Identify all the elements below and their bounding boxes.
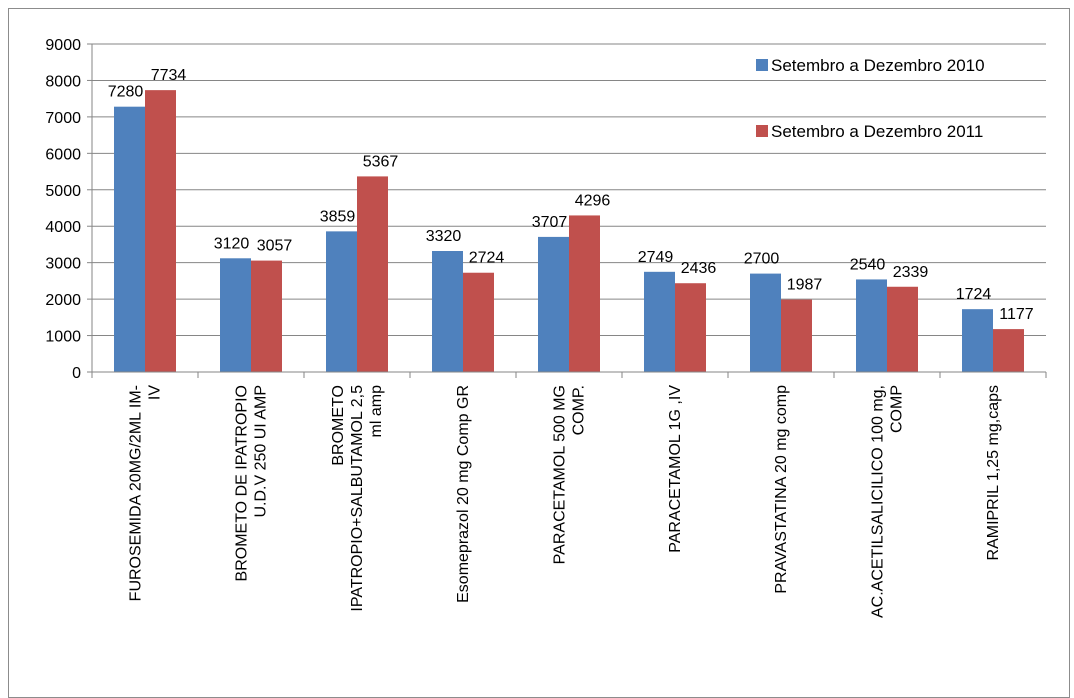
x-category-label: RAMIPRIL 1,25 mg,caps — [985, 385, 1002, 560]
data-label: 1987 — [787, 277, 823, 294]
bar-2011 — [781, 299, 812, 372]
y-tick-label: 1000 — [45, 329, 81, 346]
bar-2011 — [569, 215, 600, 372]
y-tick-label: 9000 — [45, 37, 81, 54]
x-category-label: PARACETAMOL 500 MG COMP. — [552, 385, 588, 564]
bar-2011 — [145, 90, 176, 372]
data-label: 3057 — [257, 238, 293, 255]
y-tick-label: 3000 — [45, 256, 81, 273]
y-axis: 0 1000 2000 3000 4000 5000 6000 7000 8000 9000 — [45, 37, 93, 382]
x-category-label: AC.ACETILSALICILICO 100 mg, COMP — [870, 385, 906, 618]
x-category-label-line: BROMETO DE IPATROPIO — [234, 385, 251, 581]
x-category-label-line: RAMIPRIL 1,25 mg,caps — [985, 385, 1002, 560]
data-label: 2540 — [850, 256, 886, 273]
x-category-label-line: BROMETO — [330, 385, 347, 466]
bar-2010 — [856, 279, 887, 372]
bar-2011 — [993, 329, 1024, 372]
legend-label: Setembro a Dezembro 2010 — [771, 56, 985, 75]
bar-2010 — [220, 258, 251, 372]
data-label: 2700 — [744, 251, 780, 268]
data-label: 3707 — [532, 214, 568, 231]
bar-2011 — [675, 283, 706, 372]
x-category-label: BROMETO IPATROPIO+SALBUTAMOL 2,5 ml amp — [330, 385, 385, 612]
x-category-label: FUROSEMIDA 20MG/2ML IM- IV — [128, 385, 164, 602]
y-tick-label: 4000 — [45, 219, 81, 236]
bar-2011 — [251, 260, 282, 372]
y-tick-label: 8000 — [45, 73, 81, 90]
y-tick-label: 7000 — [45, 110, 81, 127]
data-label: 7734 — [151, 67, 187, 84]
y-tick-label: 2000 — [45, 292, 81, 309]
bar-2010 — [432, 251, 463, 372]
bar-2010 — [750, 273, 781, 372]
data-label: 7280 — [108, 84, 144, 101]
legend-swatch — [756, 125, 768, 137]
bar-chart: 0 1000 2000 3000 4000 5000 6000 7000 8000 9000 72… — [45, 37, 1047, 618]
x-category-label-line: IPATROPIO+SALBUTAMOL 2,5 — [349, 385, 366, 612]
data-label: 3859 — [320, 208, 356, 225]
x-category-label-line: COMP — [889, 385, 906, 433]
data-label: 4296 — [575, 192, 611, 209]
x-category-label-line: Esomeprazol 20 mg Comp GR — [455, 385, 472, 603]
x-category-label-line: ml amp — [368, 385, 385, 438]
data-label: 2436 — [681, 260, 717, 277]
chart-frame: 0 1000 2000 3000 4000 5000 6000 7000 8000 9000 72… — [8, 8, 1070, 698]
data-label: 2749 — [638, 249, 674, 266]
x-category-label-line: COMP. — [571, 385, 588, 435]
x-category-label-line: AC.ACETILSALICILICO 100 mg, — [870, 385, 887, 618]
x-category-label: BROMETO DE IPATROPIO U.D.V 250 UI AMP — [234, 385, 270, 581]
data-label: 3120 — [214, 235, 250, 252]
x-category-label-line: IV — [147, 385, 164, 400]
bar-2010 — [114, 106, 145, 372]
bar-2010 — [962, 309, 993, 372]
bar-2011 — [887, 286, 918, 372]
data-labels: 7280 7734 3120 3057 3859 5367 3320 2724 3707 4296… — [108, 67, 1034, 323]
legend-label: Setembro a Dezembro 2011 — [771, 122, 983, 141]
bar-2010 — [326, 231, 357, 372]
x-category-label-line: PRAVASTATINA 20 mg comp — [773, 385, 790, 594]
bar-2010 — [538, 236, 569, 372]
x-category-label-line: PARACETAMOL 1G ,IV — [667, 385, 684, 553]
y-tick-label: 5000 — [45, 183, 81, 200]
legend: Setembro a Dezembro 2010 Setembro a Dezem… — [756, 56, 985, 141]
y-tick-label: 0 — [72, 365, 81, 382]
x-category-label-line: PARACETAMOL 500 MG — [552, 385, 569, 564]
data-label: 1177 — [999, 306, 1034, 323]
x-category-label: PARACETAMOL 1G ,IV — [667, 385, 684, 553]
bar-series — [114, 90, 1024, 372]
x-axis: FUROSEMIDA 20MG/2ML IM- IV BROMETO DE IPAT… — [91, 371, 1047, 618]
data-label: 5367 — [363, 153, 399, 170]
x-category-label-line: U.D.V 250 UI AMP — [253, 385, 270, 518]
data-label: 2339 — [893, 264, 929, 281]
bar-2011 — [463, 272, 494, 372]
bar-2010 — [644, 271, 675, 372]
y-tick-label: 6000 — [45, 146, 81, 163]
x-category-label: Esomeprazol 20 mg Comp GR — [455, 385, 472, 603]
data-label: 2724 — [469, 250, 505, 267]
data-label: 1724 — [956, 286, 992, 303]
data-label: 3320 — [426, 228, 462, 245]
x-category-label-line: FUROSEMIDA 20MG/2ML IM- — [128, 385, 145, 601]
legend-swatch — [756, 59, 768, 71]
x-category-label: PRAVASTATINA 20 mg comp — [773, 385, 790, 594]
bar-2011 — [357, 176, 388, 372]
